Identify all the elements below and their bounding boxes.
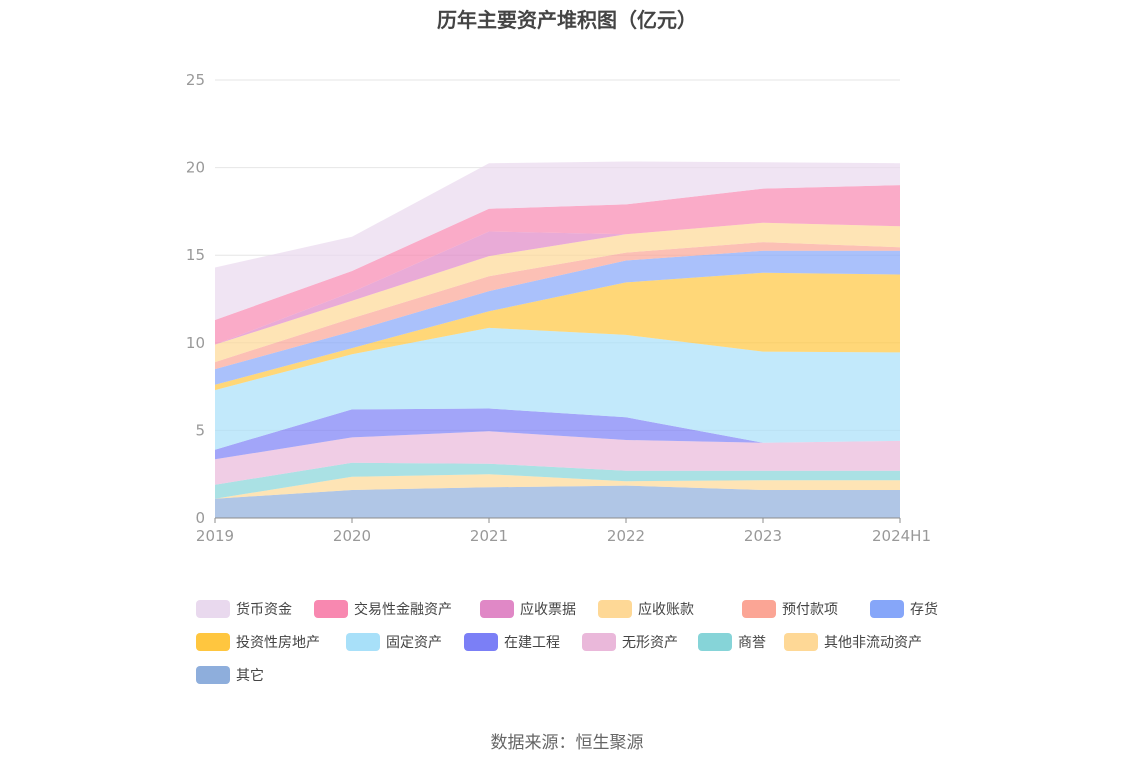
legend-swatch [480,600,514,618]
area-11 [215,185,900,345]
legend-item[interactable]: 应收票据 [480,598,576,620]
legend-item[interactable]: 货币资金 [196,598,292,620]
area-series [215,161,900,518]
legend-item[interactable]: 其它 [196,664,264,686]
legend-label: 预付款项 [782,602,838,618]
data-source: 数据来源：恒生聚源 [490,733,644,753]
legend-label: 商誉 [738,635,766,651]
area-4 [215,408,900,460]
area-8 [215,242,900,370]
legend-item[interactable]: 应收账款 [598,598,694,620]
legend-item[interactable]: 无形资产 [582,631,678,653]
y-tick-label: 0 [195,509,205,527]
chart-title: 历年主要资产堆积图（亿元） [437,8,697,32]
area-1 [215,474,900,499]
legend-swatch [314,600,348,618]
legend-label: 应收账款 [638,602,694,618]
legend-swatch [698,633,732,651]
y-tick-label: 15 [186,246,205,264]
legend-swatch [464,633,498,651]
y-tick-label: 20 [186,159,205,177]
legend-swatch [598,600,632,618]
legend-swatch [582,633,616,651]
area-5 [215,327,900,450]
x-tick-label: 2023 [744,527,782,545]
area-6 [215,272,900,391]
legend-item[interactable]: 投资性房地产 [196,631,320,653]
legend-label: 固定资产 [386,635,442,651]
y-tick-label: 10 [186,334,205,352]
legend-label: 存货 [910,602,938,618]
area-0 [215,485,900,518]
legend-swatch [196,600,230,618]
legend-swatch [196,633,230,651]
legend-swatch [870,600,904,618]
legend-swatch [346,633,380,651]
legend-label: 在建工程 [504,635,560,651]
legend-label: 应收票据 [520,602,576,618]
legend-item[interactable]: 在建工程 [464,631,560,653]
area-9 [215,222,900,363]
legend-swatch [196,666,230,684]
legend-item[interactable]: 其他非流动资产 [784,631,922,653]
axes: 0 5 10 15 20 25 2019 2020 2021 2022 2023 2024H1 [186,71,931,545]
x-tick-label: 2022 [607,527,645,545]
legend-label: 投资性房地产 [236,635,320,651]
area-12 [215,161,900,320]
y-tick-label: 25 [186,71,205,89]
legend-label: 交易性金融资产 [354,602,452,618]
area-7 [215,250,900,385]
legend-item[interactable]: 固定资产 [346,631,442,653]
y-tick-label: 5 [195,421,205,439]
legend-item[interactable]: 交易性金融资产 [314,598,452,620]
area-2 [215,462,900,499]
x-tick-label: 2020 [333,527,371,545]
area-3 [215,431,900,485]
legend-label: 货币资金 [236,602,292,618]
x-tick-label: 2024H1 [872,527,931,545]
legend-label: 其它 [236,668,264,684]
legend-swatch [742,600,776,618]
legend-item[interactable]: 存货 [870,598,938,620]
legend-item[interactable]: 商誉 [698,631,766,653]
legend-item[interactable]: 预付款项 [742,598,838,620]
legend-label: 无形资产 [622,635,678,651]
legend-swatch [784,633,818,651]
legend-label: 其他非流动资产 [824,635,922,651]
x-tick-label: 2019 [196,527,234,545]
x-tick-label: 2021 [470,527,508,545]
